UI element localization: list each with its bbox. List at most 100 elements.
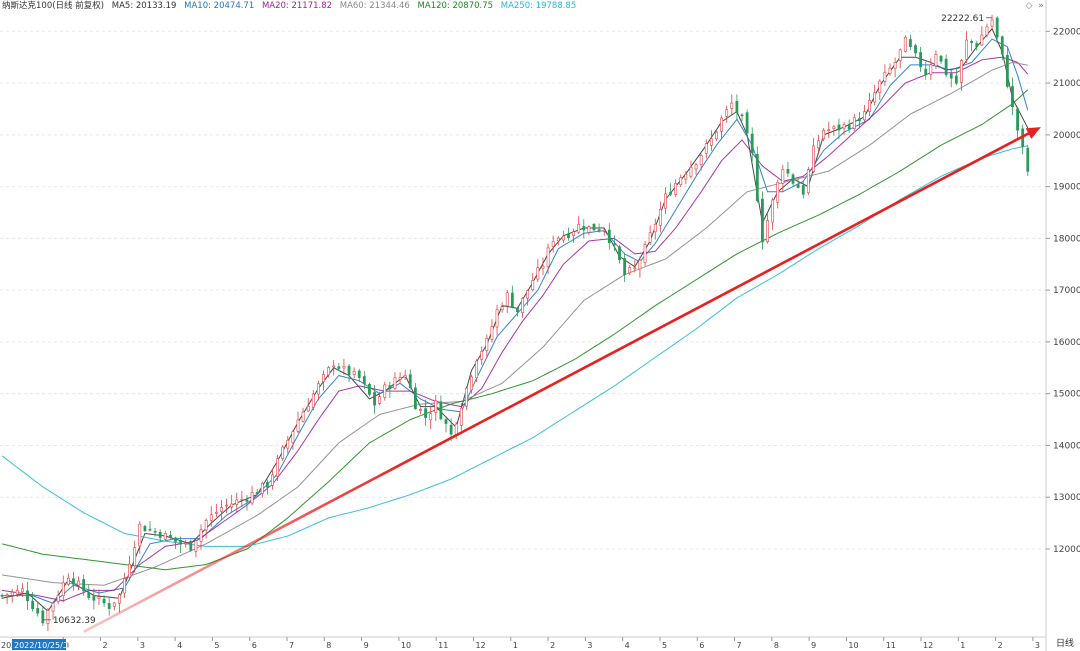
candle-body <box>169 534 172 538</box>
candle-body <box>112 602 116 607</box>
candle <box>776 179 780 209</box>
candle-body <box>419 409 422 411</box>
candle <box>21 583 24 597</box>
legend-ma60: MA60: 21344.46 <box>339 1 410 11</box>
candle <box>26 582 29 610</box>
candle <box>194 539 198 558</box>
candle <box>995 16 999 44</box>
x-tick-label: 6 <box>252 641 257 650</box>
candle <box>694 162 698 175</box>
candle <box>15 585 19 598</box>
candle <box>245 494 249 511</box>
candle-body <box>230 503 234 508</box>
candle <box>204 518 208 539</box>
candle <box>465 386 468 411</box>
candle-body <box>541 265 545 269</box>
candle-body <box>674 183 678 195</box>
candle-body <box>311 393 315 408</box>
ma-line-ma20 <box>1 56 1029 602</box>
ma-line-ma60 <box>1 61 1028 586</box>
candle <box>112 601 116 611</box>
candle-body <box>699 155 703 165</box>
candle <box>72 572 75 591</box>
candle-body <box>735 101 739 113</box>
candle-body <box>153 531 157 533</box>
candle-body <box>536 267 540 280</box>
y-tick-label: 17000 <box>1053 286 1080 296</box>
candle <box>322 370 325 391</box>
candle-body <box>475 360 479 378</box>
candle <box>82 574 86 596</box>
x-tick-label: 4 <box>625 641 630 650</box>
candle <box>715 130 718 141</box>
candle-body <box>296 419 300 432</box>
candle-body <box>276 458 279 477</box>
candle <box>434 395 438 422</box>
candle <box>393 372 397 390</box>
chevron-double-down-icon[interactable]: » <box>1038 1 1044 11</box>
x-tick-label: 3 <box>1035 641 1040 650</box>
candle <box>1011 77 1014 116</box>
candle <box>837 118 841 140</box>
candle <box>735 94 739 120</box>
candle <box>934 50 938 70</box>
candle-body <box>480 351 484 360</box>
candle <box>822 127 826 142</box>
candle <box>970 39 974 52</box>
candle <box>286 436 290 454</box>
candle-body <box>516 307 519 313</box>
ma-line-ma5 <box>1 27 1029 612</box>
candle-body <box>434 400 438 413</box>
candle-body <box>158 531 162 538</box>
candle <box>10 588 14 603</box>
y-tick-label: 18000 <box>1053 234 1080 244</box>
candle-body <box>577 223 581 233</box>
candle-body <box>837 124 841 131</box>
candle-body <box>914 45 917 54</box>
candle <box>597 223 601 233</box>
y-tick-label: 19000 <box>1053 183 1080 193</box>
candle <box>143 524 147 532</box>
candle-body <box>725 109 729 117</box>
candle-body <box>500 306 504 311</box>
crosshair-date-box <box>12 639 66 650</box>
candle <box>914 43 917 57</box>
candle-body <box>740 114 744 117</box>
candle <box>444 415 448 433</box>
candle <box>296 411 300 434</box>
candle <box>582 219 586 239</box>
diamond-icon[interactable]: ◇ <box>1025 1 1033 11</box>
candle-body <box>388 385 392 390</box>
candle-body <box>209 514 213 521</box>
candle <box>607 223 611 250</box>
candle-body <box>613 243 616 245</box>
candle-body <box>383 384 387 398</box>
candle-body <box>255 492 259 494</box>
candle-body <box>628 267 632 274</box>
candle-body <box>128 563 131 578</box>
candle-body <box>352 370 356 375</box>
candle <box>745 109 749 135</box>
candle-body <box>990 19 994 27</box>
high-label: 22222.61 <box>941 14 984 24</box>
candle <box>857 112 861 128</box>
candle-body <box>919 52 923 68</box>
candle <box>704 139 708 159</box>
candle <box>179 536 183 554</box>
candle <box>658 201 662 233</box>
candle <box>337 363 341 371</box>
candle-body <box>669 192 672 195</box>
candle-body <box>398 376 402 380</box>
candle <box>153 527 157 537</box>
candle-body <box>465 387 468 407</box>
candle-body <box>551 241 555 247</box>
tab-daily[interactable]: 日线 <box>1055 639 1074 649</box>
candle-body <box>373 392 376 406</box>
candle <box>439 395 443 421</box>
candle <box>214 503 218 517</box>
candle-body <box>633 267 637 270</box>
candle <box>230 494 234 513</box>
candle-body <box>852 117 856 129</box>
x-tick-label: 7 <box>737 641 742 650</box>
